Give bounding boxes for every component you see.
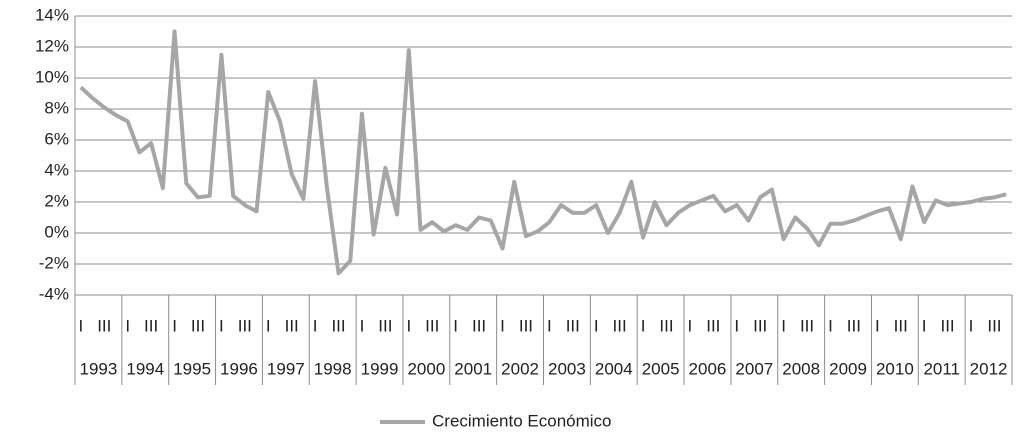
quarter-label: III xyxy=(144,316,158,335)
quarter-label: III xyxy=(613,316,627,335)
quarter-label: I xyxy=(266,316,271,335)
quarter-label: III xyxy=(97,316,111,335)
quarter-label: I xyxy=(500,316,505,335)
quarter-label: III xyxy=(566,316,580,335)
year-label: 2004 xyxy=(595,359,633,378)
y-tick-label: -4% xyxy=(39,284,69,303)
year-label: 2009 xyxy=(829,359,867,378)
quarter-label: I xyxy=(406,316,411,335)
quarter-label: I xyxy=(219,316,224,335)
quarter-label: I xyxy=(781,316,786,335)
quarter-label: I xyxy=(594,316,599,335)
quarter-label: III xyxy=(472,316,486,335)
quarter-label: I xyxy=(547,316,552,335)
y-tick-label: 8% xyxy=(44,98,69,117)
quarter-label: I xyxy=(922,316,927,335)
y-tick-label: 10% xyxy=(35,67,69,86)
quarter-label: I xyxy=(828,316,833,335)
quarter-label: III xyxy=(987,316,1001,335)
y-tick-label: 14% xyxy=(35,5,69,24)
year-label: 1996 xyxy=(220,359,258,378)
year-label: 2010 xyxy=(876,359,914,378)
year-label: 2006 xyxy=(689,359,727,378)
quarter-label: I xyxy=(875,316,880,335)
year-label: 2008 xyxy=(782,359,820,378)
quarter-label: III xyxy=(800,316,814,335)
y-tick-label: 12% xyxy=(35,36,69,55)
year-label: 1994 xyxy=(126,359,164,378)
y-tick-label: 2% xyxy=(44,191,69,210)
quarter-label: I xyxy=(969,316,974,335)
y-tick-label: 6% xyxy=(44,129,69,148)
year-label: 1997 xyxy=(267,359,305,378)
quarter-label: III xyxy=(706,316,720,335)
quarter-label: III xyxy=(894,316,908,335)
quarter-label: III xyxy=(659,316,673,335)
quarter-label: III xyxy=(940,316,954,335)
quarter-label: III xyxy=(519,316,533,335)
quarter-label: I xyxy=(78,316,83,335)
quarter-label: I xyxy=(641,316,646,335)
year-label: 2002 xyxy=(501,359,539,378)
year-label: 2012 xyxy=(970,359,1008,378)
quarter-label: I xyxy=(360,316,365,335)
y-tick-label: 4% xyxy=(44,160,69,179)
quarter-label: III xyxy=(753,316,767,335)
quarter-label: III xyxy=(331,316,345,335)
quarter-label: I xyxy=(125,316,130,335)
year-label: 1995 xyxy=(173,359,211,378)
quarter-label: I xyxy=(453,316,458,335)
year-label: 2007 xyxy=(735,359,773,378)
year-label: 1998 xyxy=(314,359,352,378)
year-label: 2005 xyxy=(642,359,680,378)
year-label: 1999 xyxy=(361,359,399,378)
quarter-label: I xyxy=(313,316,318,335)
quarter-label: III xyxy=(238,316,252,335)
quarter-label: I xyxy=(172,316,177,335)
series-line xyxy=(79,29,1007,276)
year-label: 2000 xyxy=(407,359,445,378)
year-label: 1993 xyxy=(80,359,118,378)
quarter-label: III xyxy=(285,316,299,335)
quarter-label: III xyxy=(378,316,392,335)
y-tick-label: 0% xyxy=(44,222,69,241)
legend-label: Crecimiento Económico xyxy=(432,411,612,430)
quarter-label: III xyxy=(425,316,439,335)
year-label: 2011 xyxy=(923,359,960,378)
quarter-label: III xyxy=(191,316,205,335)
quarter-label: I xyxy=(734,316,739,335)
y-tick-label: -2% xyxy=(39,253,69,272)
year-label: 2003 xyxy=(548,359,586,378)
quarter-label: III xyxy=(847,316,861,335)
year-label: 2001 xyxy=(454,359,492,378)
quarter-label: I xyxy=(688,316,693,335)
